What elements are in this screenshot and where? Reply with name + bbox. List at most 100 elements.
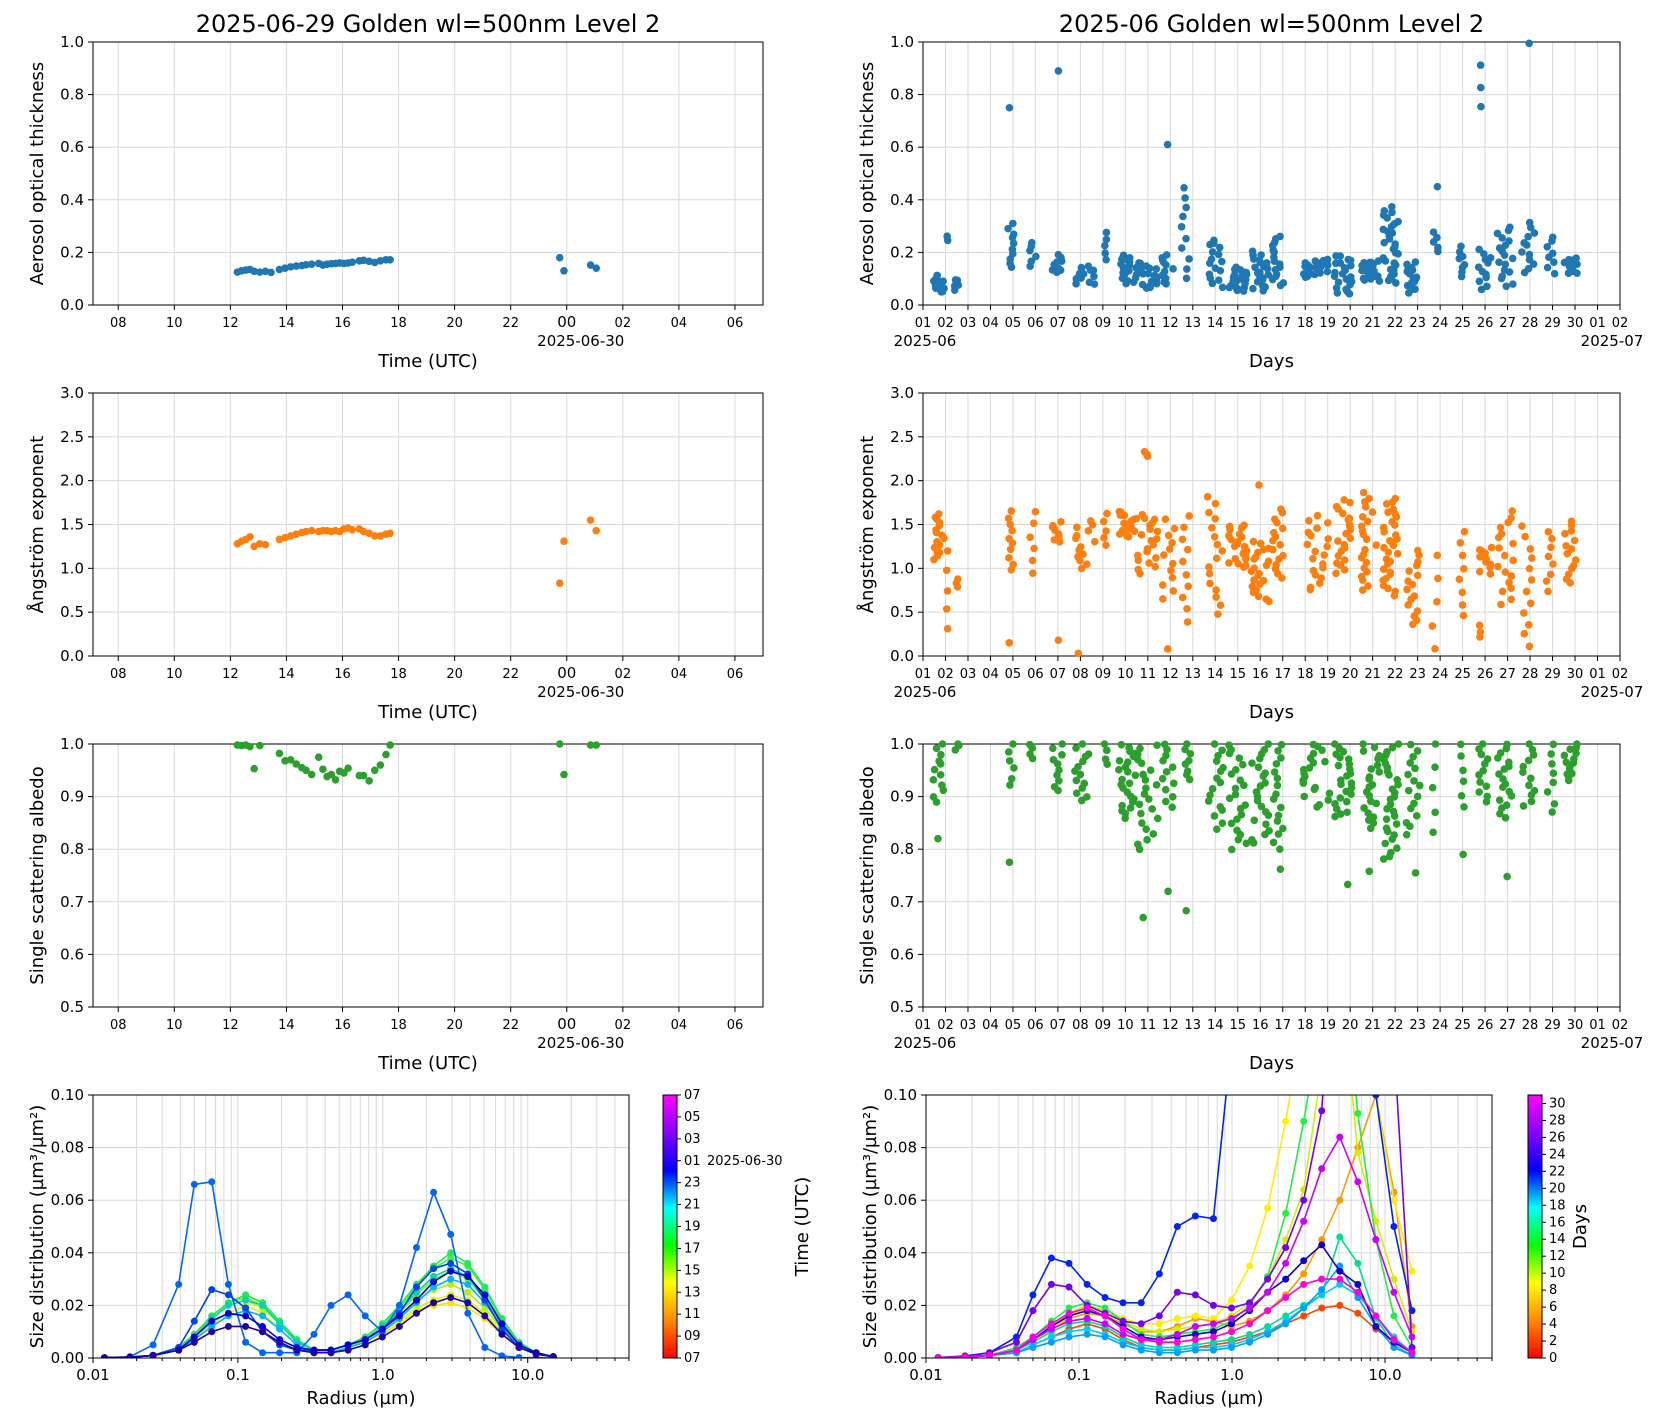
data-point [1240,542,1249,551]
data-point [259,1301,267,1309]
y-tick-label: 0.6 [60,138,84,156]
data-point [1179,212,1187,221]
data-point [954,740,962,748]
data-point [1364,582,1372,590]
data-point [1549,769,1558,777]
y-tick-label: 0.06 [884,1191,917,1209]
x-axis-label: Time (UTC) [377,1053,478,1074]
x-tick-label: 26 [1477,667,1494,682]
data-point [1476,61,1485,69]
data-point [281,757,289,765]
data-point [1102,228,1111,237]
x-tick-label: 20 [446,316,463,331]
x-tick-label: 02 [1612,1018,1629,1033]
data-point [224,1309,232,1317]
data-point [1277,740,1286,749]
data-point [302,260,310,269]
colorbar-tick-label: 21 [684,1198,701,1213]
data-point [208,1317,216,1325]
colorbar-tick-label: 05 [684,1110,701,1125]
data-point [1227,819,1236,828]
data-point [1148,805,1157,813]
data-point [276,1320,284,1328]
data-point [1090,537,1099,546]
data-point [1215,243,1224,252]
data-point [1550,258,1558,267]
data-point [1315,800,1324,809]
data-point [1005,639,1014,647]
data-point [1506,223,1514,232]
data-point [1047,1254,1055,1262]
data-point [1354,1065,1361,1072]
data-point [1525,250,1534,259]
colorbar-tick-label: 8 [1549,1283,1557,1298]
x-tick-label: 0.1 [226,1366,250,1384]
x-tick-label: 10.0 [511,1366,544,1384]
data-point [190,1317,198,1325]
data-point [1049,521,1057,530]
data-point [1212,825,1221,833]
x-tick-label: 10.0 [1368,1366,1401,1384]
data-point [1155,1270,1163,1278]
x-tick-label: 01 [915,667,932,682]
data-point [1101,241,1109,250]
x-tick-label: 04 [671,667,688,682]
data-point [1271,515,1279,523]
data-point [1383,748,1391,756]
data-point [1274,811,1283,820]
data-point [1379,254,1388,262]
data-point [1476,778,1484,786]
data-point [1429,228,1438,236]
data-point [943,232,951,241]
series-line [104,1180,554,1358]
data-point [1153,741,1161,750]
x-tick-label: 02 [615,316,632,331]
data-point [1334,761,1343,770]
data-point [1102,235,1111,244]
y-tick-label: 0.2 [60,243,84,261]
data-point [1210,236,1218,245]
data-point [1124,758,1132,766]
data-point [447,1259,455,1267]
x-tick-label: 21 [1364,316,1381,331]
data-point [1543,788,1552,796]
data-point [395,1322,403,1330]
data-point [1507,595,1515,604]
x-tick-label: 09 [1095,1018,1112,1033]
data-point [1354,1039,1361,1046]
data-point [1503,872,1511,881]
data-point [1309,740,1318,749]
data-point [412,1309,420,1317]
data-point [1225,522,1234,531]
data-point [1475,788,1483,796]
data-point [1274,830,1283,838]
colorbar-tick-label: 10 [1549,1266,1566,1281]
data-point [951,276,960,284]
data-point [1392,820,1401,828]
data-point [1152,534,1161,543]
data-point [1318,1065,1325,1072]
data-point [1505,758,1513,767]
x-tick-label: 02 [1612,316,1629,331]
x-tick-label: 17 [1274,1018,1291,1033]
date-label-start: 2025-06 [894,332,957,350]
data-point [1358,586,1367,594]
data-point [1119,1341,1127,1349]
data-point [1251,263,1259,272]
data-point [1318,1275,1326,1283]
data-point [1145,559,1153,567]
data-point [1253,548,1262,557]
y-axis-label: Ångström exponent [26,436,48,614]
data-point [1380,543,1388,552]
colorbar-tick-label: 26 [1549,1130,1566,1145]
data-point [1393,549,1402,558]
data-point [1460,803,1468,811]
data-point [1028,556,1037,565]
y-tick-label: 0.04 [51,1244,84,1262]
data-point [1345,514,1354,523]
data-point [1027,257,1036,266]
x-tick-label: 11 [1140,1018,1157,1033]
data-point [1273,781,1282,790]
data-point [1134,840,1142,849]
data-point [1142,262,1151,270]
